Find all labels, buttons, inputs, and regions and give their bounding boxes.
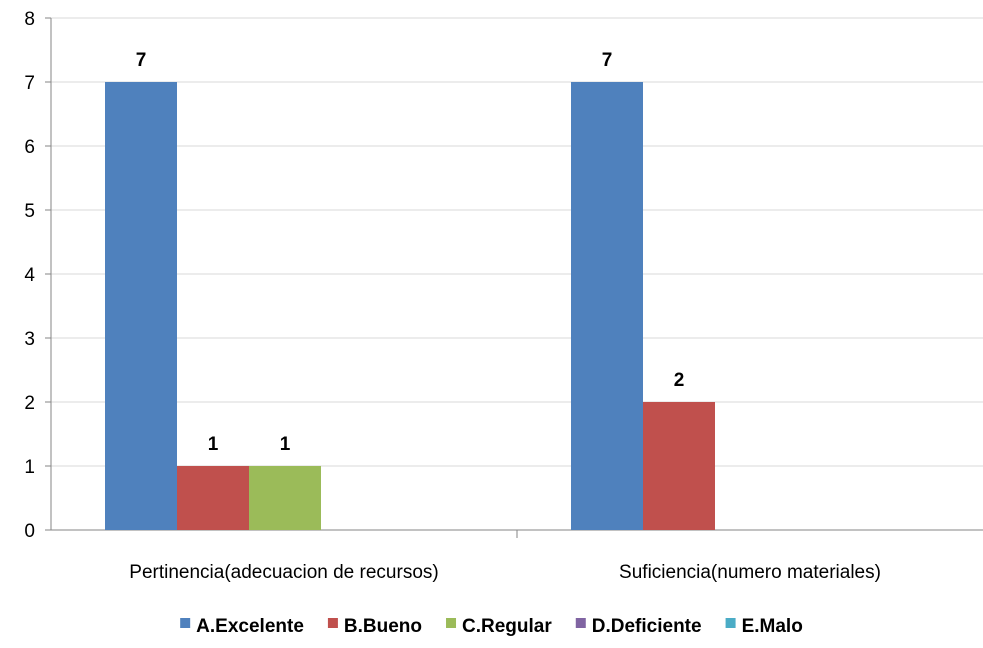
bar: [571, 82, 643, 530]
y-tick-label: 4: [24, 265, 35, 286]
axes: [45, 18, 983, 538]
legend-swatch: [446, 618, 457, 628]
data-label: 7: [136, 50, 147, 71]
category-labels: Pertinencia(adecuacion de recursos) Sufic…: [129, 562, 881, 583]
legend: A.Excelente B.Bueno C.Regular D.Deficiente E…: [180, 616, 803, 637]
y-tick-label: 1: [24, 457, 35, 478]
y-axis-ticks: 0 1 2 3 4 5 6 7 8: [24, 9, 51, 542]
legend-swatch: [327, 618, 338, 628]
legend-label: D.Deficiente: [592, 616, 702, 637]
data-label: 1: [280, 434, 291, 455]
data-label: 2: [674, 370, 685, 391]
bar: [105, 82, 177, 530]
bars: [105, 82, 715, 530]
legend-swatch: [725, 618, 736, 628]
y-tick-label: 0: [24, 521, 35, 542]
bar: [177, 466, 249, 530]
y-tick-label: 6: [24, 137, 35, 158]
data-label: 7: [602, 50, 613, 71]
legend-label: C.Regular: [462, 616, 552, 637]
bar: [643, 402, 715, 530]
legend-label: E.Malo: [742, 616, 803, 637]
legend-label: B.Bueno: [344, 616, 422, 637]
y-tick-label: 2: [24, 393, 35, 414]
y-tick-label: 5: [24, 201, 35, 222]
bar: [249, 466, 321, 530]
data-labels: 7 1 1 7 2: [136, 50, 685, 455]
y-tick-label: 7: [24, 73, 35, 94]
y-tick-label: 3: [24, 329, 35, 350]
gridlines: [51, 17, 983, 467]
data-label: 1: [208, 434, 219, 455]
category-label: Suficiencia(numero materiales): [619, 562, 881, 583]
legend-label: A.Excelente: [196, 616, 304, 637]
category-label: Pertinencia(adecuacion de recursos): [129, 562, 438, 583]
legend-swatch: [575, 618, 586, 628]
legend-swatch: [180, 618, 191, 628]
y-tick-label: 8: [24, 9, 35, 30]
